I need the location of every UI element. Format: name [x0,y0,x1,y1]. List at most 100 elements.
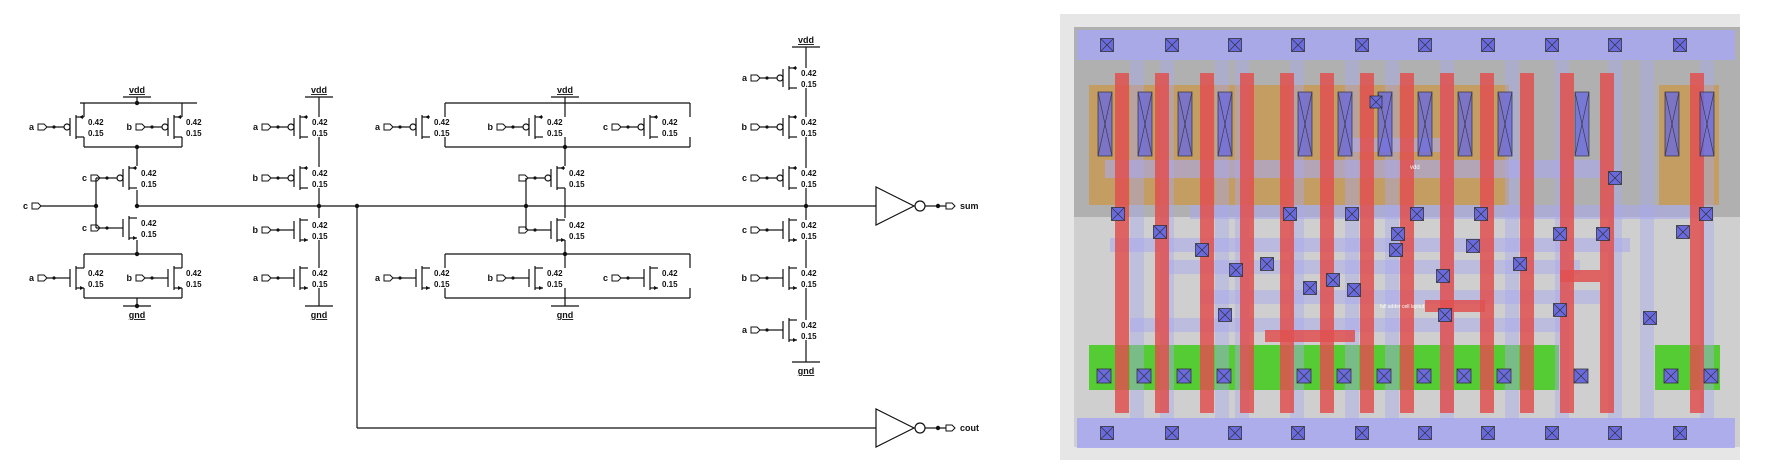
metal-gnd-rail [1077,418,1735,448]
contact-via [1481,426,1495,440]
source-arrow-icon [561,238,565,242]
contact-cross [1297,91,1313,157]
contact-via [1291,426,1305,440]
contact-via [1376,368,1392,384]
length-label: 0.15 [434,280,450,289]
contact-cross [1355,426,1369,440]
contact-cross [1574,91,1590,157]
length-label: 0.15 [186,129,202,138]
width-label: 0.42 [801,221,817,230]
full-adder-layout: vdd full adder cell layout [1060,14,1740,460]
input-label-b: b [253,225,259,235]
p-diff-contact [1417,91,1433,157]
gnd-label: gnd [311,310,328,320]
contact-cross [1481,426,1495,440]
poly-tie [1265,330,1355,342]
inverter-icon [875,408,916,448]
width-label: 0.42 [801,269,817,278]
length-label: 0.15 [547,129,563,138]
gnd-label: gnd [557,310,574,320]
pmos-bubble-icon [776,74,784,82]
width-label: 0.42 [312,221,328,230]
vdd-label: vdd [798,35,814,45]
contact-via [1347,283,1361,297]
length-label: 0.15 [434,129,450,138]
width-label: 0.42 [662,269,678,278]
poly-gate [1690,73,1704,413]
input-port-icon [518,226,529,234]
contact-cross [1410,207,1424,221]
contact-via [1496,368,1512,384]
contact-cross [1416,368,1432,384]
metal-vertical [1640,60,1654,420]
contact-cross [1436,269,1450,283]
contact-cross [1291,38,1305,52]
input-port-icon [611,274,622,282]
contact-cross [1608,426,1622,440]
contact-cross [1217,91,1233,157]
junction-dot [316,203,322,209]
input-label-a: a [742,325,748,335]
input-label-a: a [29,273,35,283]
poly-gate [1560,73,1574,413]
contact-cross [1136,368,1152,384]
input-port-icon [611,123,622,131]
contact-via [1553,227,1567,241]
input-label-b: b [742,273,748,283]
input-label-b: b [253,173,259,183]
source-arrow-icon [304,286,308,290]
contact-via [1418,426,1432,440]
junction-dot [803,203,809,209]
output-label-sum: sum [960,201,979,211]
contact-via [1643,311,1657,325]
pmos-bubble-icon [161,123,169,131]
poly-gate [1600,73,1614,413]
contact-cross [1497,91,1513,157]
source-arrow-icon [539,286,543,290]
width-label: 0.42 [662,118,678,127]
contact-cross [1553,227,1567,241]
contact-cross [1663,368,1679,384]
length-label: 0.15 [312,129,328,138]
contact-cross [1111,207,1125,221]
contact-cross [1481,38,1495,52]
input-label-c: c [742,173,747,183]
contact-cross [1699,207,1713,221]
width-label: 0.42 [569,221,585,230]
inverter-icon [875,186,916,226]
poly-tie [1425,300,1485,312]
pmos-bubble-icon [637,123,645,131]
width-label: 0.42 [312,118,328,127]
input-port-icon [496,274,507,282]
length-label: 0.15 [88,280,104,289]
contact-cross [1100,38,1114,52]
p-diff-contact [1297,91,1313,157]
poly-gate [1320,73,1334,413]
contact-cross [1345,207,1359,221]
contact-via [1608,38,1622,52]
width-label: 0.42 [186,118,202,127]
contact-cross [1097,91,1113,157]
p-diff-contact [1664,91,1680,157]
input-label-a: a [253,273,259,283]
contact-via [1355,426,1369,440]
contact-via [1345,207,1359,221]
contact-cross [1553,303,1567,317]
contact-via [1136,368,1152,384]
source-arrow-icon [303,115,307,119]
contact-cross [1283,207,1297,221]
source-arrow-icon [792,66,796,70]
contact-cross [1326,273,1340,287]
contact-cross [1496,368,1512,384]
input-label-a: a [29,122,35,132]
contact-cross [1260,257,1274,271]
poly-gate [1280,73,1294,413]
contact-cross [1336,368,1352,384]
width-label: 0.42 [547,118,563,127]
source-arrow-icon [792,115,796,119]
contact-cross [1216,368,1232,384]
length-label: 0.15 [662,280,678,289]
contact-via [1326,273,1340,287]
length-label: 0.15 [801,80,817,89]
contact-via [1228,426,1242,440]
